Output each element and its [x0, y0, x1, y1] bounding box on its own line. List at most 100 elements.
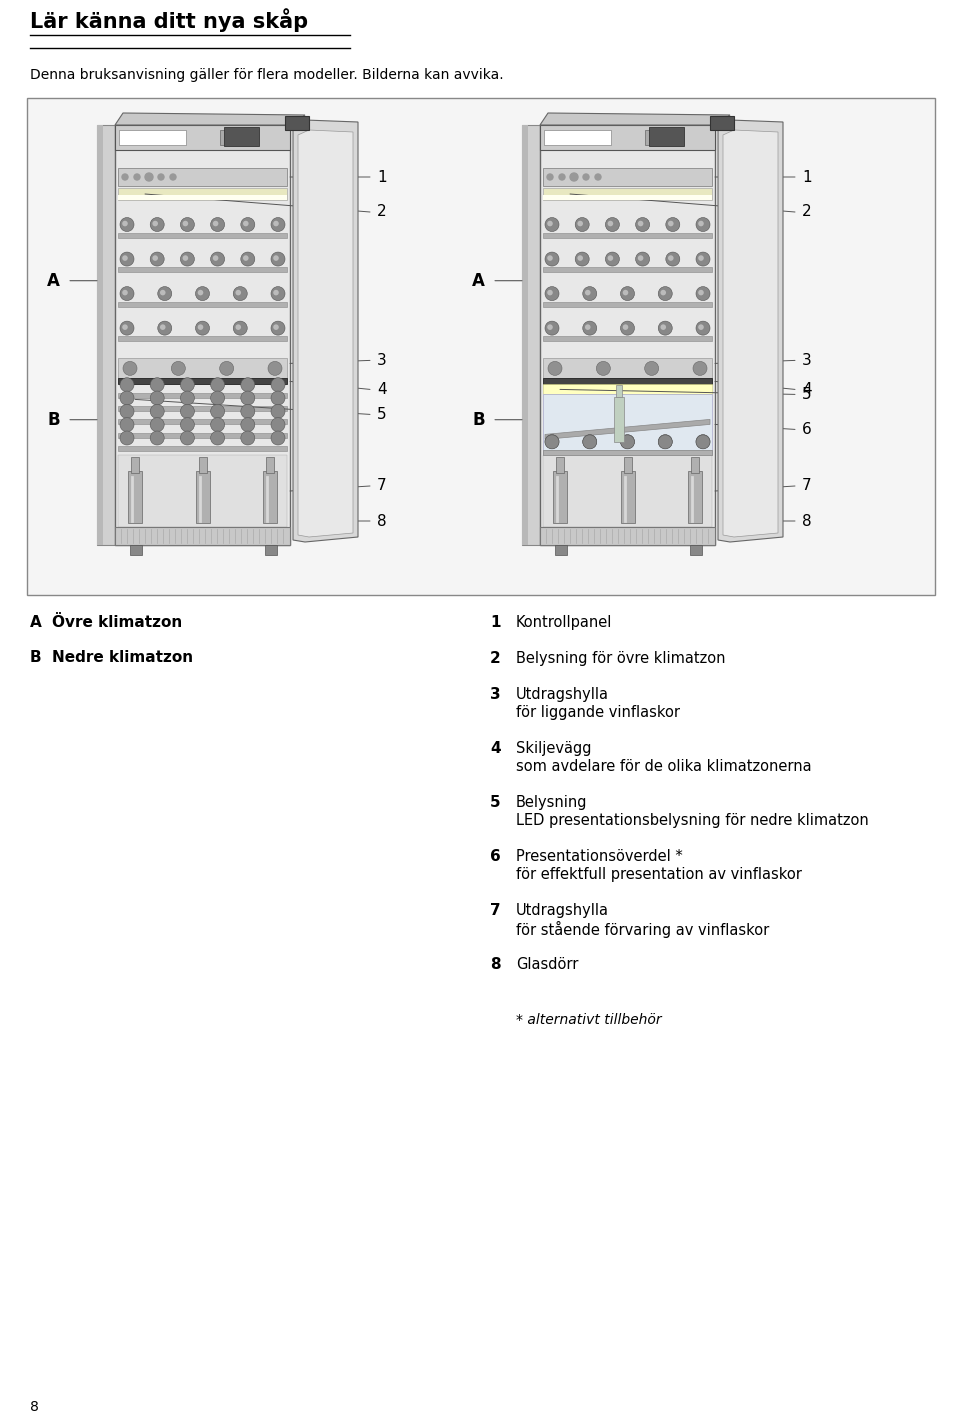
- Text: 8: 8: [30, 1400, 38, 1414]
- Bar: [118, 433, 287, 437]
- Circle shape: [123, 362, 137, 376]
- Text: 6: 6: [490, 849, 501, 864]
- Text: Lär känna ditt nya skåp: Lär känna ditt nya skåp: [30, 9, 308, 31]
- Circle shape: [196, 322, 209, 335]
- Circle shape: [620, 286, 635, 300]
- Circle shape: [660, 325, 666, 330]
- Bar: [540, 527, 715, 545]
- Circle shape: [150, 218, 164, 232]
- Text: A: A: [472, 272, 485, 289]
- Text: Denna bruksanvisning gäller för flera modeller. Bilderna kan avvika.: Denna bruksanvisning gäller för flera mo…: [30, 68, 504, 83]
- Circle shape: [698, 290, 704, 295]
- Bar: [263, 471, 277, 523]
- Circle shape: [274, 255, 278, 261]
- Circle shape: [122, 174, 128, 179]
- Circle shape: [274, 325, 278, 330]
- Bar: [118, 359, 287, 379]
- Bar: [199, 457, 206, 473]
- Circle shape: [545, 252, 559, 266]
- Circle shape: [271, 218, 285, 232]
- Circle shape: [636, 252, 650, 266]
- Circle shape: [180, 392, 194, 404]
- Circle shape: [210, 377, 225, 392]
- Circle shape: [210, 392, 225, 404]
- Circle shape: [145, 172, 153, 181]
- Bar: [118, 456, 287, 527]
- Circle shape: [241, 392, 254, 404]
- Bar: [645, 130, 665, 145]
- Bar: [131, 457, 139, 473]
- Bar: [649, 127, 684, 147]
- Circle shape: [180, 431, 194, 446]
- Text: B: B: [30, 649, 41, 665]
- Text: Övre klimatzon: Övre klimatzon: [52, 615, 182, 629]
- Circle shape: [698, 325, 704, 330]
- Circle shape: [220, 362, 233, 376]
- Text: Nedre klimatzon: Nedre klimatzon: [52, 649, 193, 665]
- Text: A: A: [30, 615, 41, 629]
- Circle shape: [241, 377, 254, 392]
- Bar: [543, 168, 712, 187]
- Circle shape: [696, 322, 710, 335]
- Circle shape: [547, 290, 553, 295]
- Bar: [118, 336, 287, 342]
- Circle shape: [158, 174, 164, 179]
- Circle shape: [659, 434, 672, 449]
- Circle shape: [659, 434, 672, 449]
- Circle shape: [606, 252, 619, 266]
- Circle shape: [623, 290, 628, 295]
- Text: Glasdörr: Glasdörr: [516, 957, 578, 973]
- Bar: [543, 450, 712, 454]
- Circle shape: [150, 404, 164, 419]
- Circle shape: [637, 221, 643, 226]
- Circle shape: [233, 286, 248, 300]
- Circle shape: [608, 255, 613, 261]
- Bar: [220, 130, 240, 145]
- Circle shape: [122, 290, 128, 295]
- Bar: [130, 545, 142, 555]
- Bar: [543, 336, 712, 342]
- Circle shape: [666, 218, 680, 232]
- Circle shape: [241, 218, 254, 232]
- Circle shape: [620, 322, 635, 335]
- Bar: [118, 379, 287, 384]
- Bar: [556, 457, 564, 473]
- Circle shape: [577, 255, 583, 261]
- Circle shape: [120, 392, 134, 404]
- Circle shape: [620, 434, 635, 449]
- Text: 4: 4: [377, 382, 387, 397]
- Circle shape: [120, 286, 134, 300]
- Text: 4: 4: [802, 382, 811, 397]
- Bar: [118, 268, 287, 272]
- Bar: [265, 545, 277, 555]
- Bar: [540, 125, 715, 150]
- Circle shape: [559, 174, 565, 179]
- Circle shape: [660, 290, 666, 295]
- Circle shape: [545, 218, 559, 232]
- Text: 8: 8: [802, 514, 811, 528]
- Text: för effektfull presentation av vinflaskor: för effektfull presentation av vinflasko…: [516, 867, 802, 881]
- Bar: [118, 232, 287, 238]
- Circle shape: [570, 172, 578, 181]
- Circle shape: [696, 218, 710, 232]
- Circle shape: [122, 221, 128, 226]
- Bar: [543, 456, 712, 527]
- Bar: [543, 195, 712, 199]
- Text: 5: 5: [490, 795, 500, 810]
- Circle shape: [153, 255, 158, 261]
- Text: 1: 1: [377, 169, 387, 185]
- Text: för stående förvaring av vinflaskor: för stående förvaring av vinflaskor: [516, 921, 769, 938]
- Circle shape: [233, 322, 248, 335]
- Polygon shape: [115, 112, 305, 125]
- Circle shape: [271, 404, 285, 419]
- Bar: [522, 125, 540, 545]
- Circle shape: [547, 221, 553, 226]
- Polygon shape: [723, 130, 778, 537]
- Bar: [196, 471, 209, 523]
- Circle shape: [180, 218, 194, 232]
- Circle shape: [157, 286, 172, 300]
- Bar: [543, 188, 712, 199]
- Circle shape: [120, 431, 134, 446]
- Circle shape: [210, 252, 225, 266]
- Circle shape: [210, 431, 225, 446]
